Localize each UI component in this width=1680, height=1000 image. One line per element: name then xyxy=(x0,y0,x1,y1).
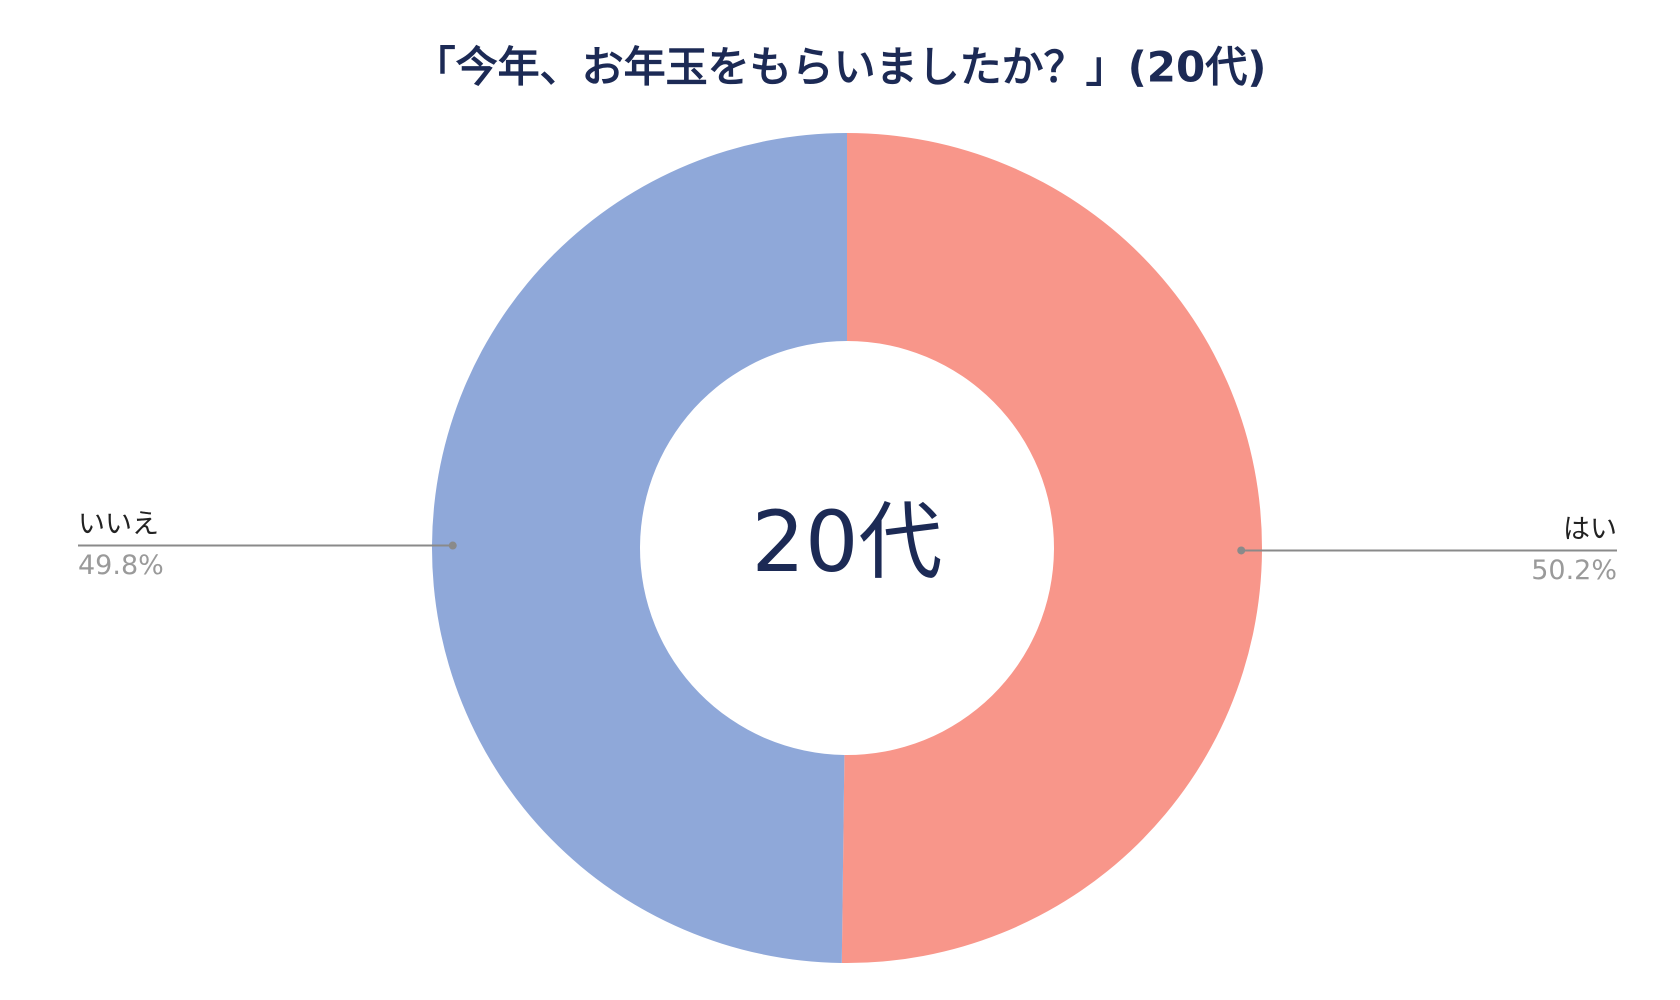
slice-label: いいえ xyxy=(78,509,159,540)
slice-value-label: 49.8% xyxy=(78,550,164,581)
leader-dot xyxy=(448,541,457,550)
donut-slice xyxy=(841,133,1262,963)
center-label: 20代 xyxy=(752,493,943,591)
chart-title: 「今年、お年玉をもらいましたか？」(20代) xyxy=(414,43,1267,92)
slice-label: はい xyxy=(1563,514,1617,545)
leader-dot xyxy=(1237,546,1246,555)
slice-value-label: 50.2% xyxy=(1531,555,1617,586)
donut-slice xyxy=(431,133,847,963)
